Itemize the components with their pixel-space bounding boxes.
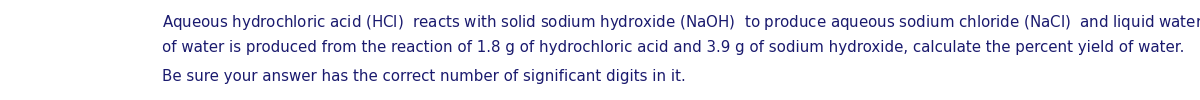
Text: Aqueous hydrochloric acid $\mathsf{(HCl)}$  reacts with solid sodium hydroxide $: Aqueous hydrochloric acid $\mathsf{(HCl)… — [162, 13, 1200, 32]
Text: Be sure your answer has the correct number of significant digits in it.: Be sure your answer has the correct numb… — [162, 69, 686, 84]
Text: of water is produced from the reaction of 1.8 g of hydrochloric acid and 3.9 g o: of water is produced from the reaction o… — [162, 40, 1184, 55]
